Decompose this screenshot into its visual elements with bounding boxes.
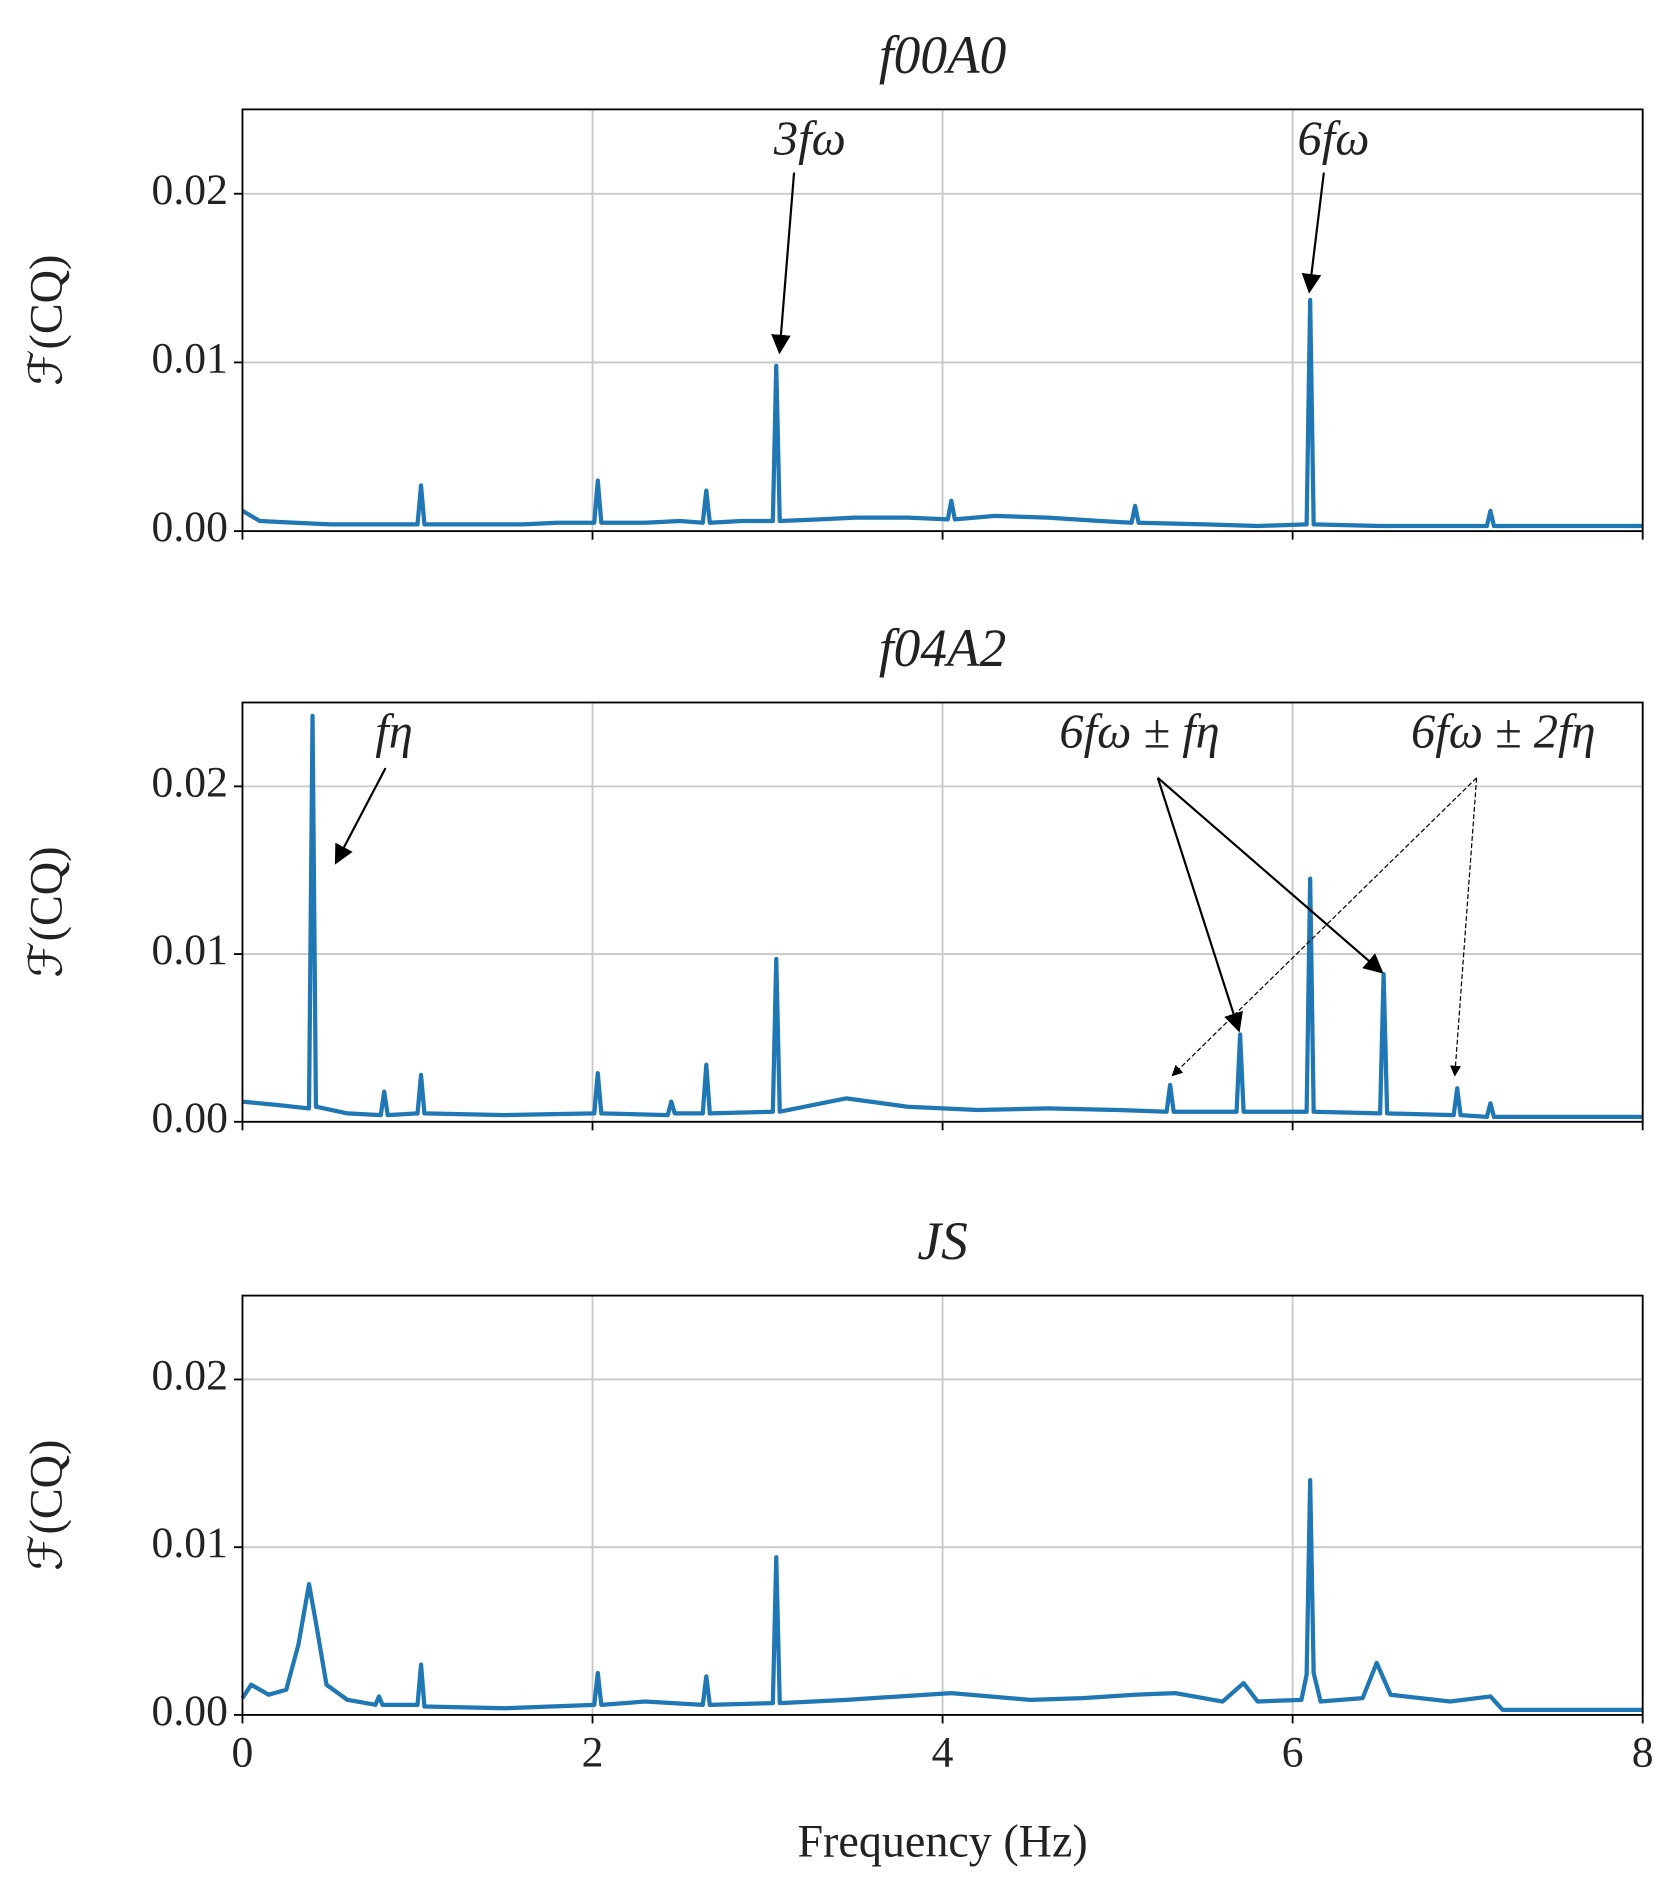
annotation-arrow: [1171, 777, 1478, 1077]
spectrum-line: [241, 297, 1643, 529]
y-axis-label: ℱ(CQ): [21, 847, 72, 978]
y-axis-label: ℱ(CQ): [21, 1440, 72, 1571]
plot-frame: [241, 108, 1644, 533]
annotation-arrow: [1301, 172, 1325, 294]
annotation-arrow: [334, 767, 387, 865]
annotation: 6fω ± fη: [1059, 705, 1219, 759]
y-tick-label: 0.01: [152, 926, 228, 974]
x-tick-label: 0: [232, 1728, 254, 1776]
y-axis-label: ℱ(CQ): [21, 255, 72, 386]
annotation-arrow: [1156, 777, 1243, 1033]
y-tick-label: 0.02: [152, 758, 228, 806]
x-axis-label: Frequency (Hz): [797, 1816, 1087, 1867]
x-tick-label: 8: [1632, 1728, 1654, 1776]
plot-frame: [241, 701, 1644, 1123]
y-tick-label: 0.00: [152, 1687, 228, 1735]
plot-frame: [241, 1294, 1644, 1716]
annotation-arrow: [1450, 777, 1478, 1077]
spectrum-line: [242, 713, 1643, 1119]
y-tick-label: 0.01: [152, 334, 228, 382]
panel-title: JS: [917, 1211, 967, 1271]
panel-title: f04A2: [879, 618, 1006, 678]
x-tick-label: 4: [932, 1728, 954, 1776]
annotation-arrow: [771, 172, 796, 355]
annotation: 6fω ± 2fη: [1411, 705, 1596, 759]
spectrum-line: [240, 1477, 1643, 1713]
annotation: fη: [375, 705, 413, 759]
annotation: 6fω: [1298, 112, 1370, 166]
y-tick-label: 0.00: [152, 503, 228, 551]
annotation: 3fω: [773, 112, 846, 166]
panel-title: f00A0: [879, 25, 1007, 85]
y-tick-label: 0.01: [152, 1519, 228, 1567]
y-tick-label: 0.02: [152, 166, 228, 214]
x-tick-label: 2: [582, 1728, 604, 1776]
y-tick-label: 0.02: [152, 1351, 228, 1399]
annotation-arrow: [1157, 777, 1384, 974]
y-tick-label: 0.00: [152, 1094, 228, 1142]
x-tick-label: 6: [1282, 1728, 1304, 1776]
